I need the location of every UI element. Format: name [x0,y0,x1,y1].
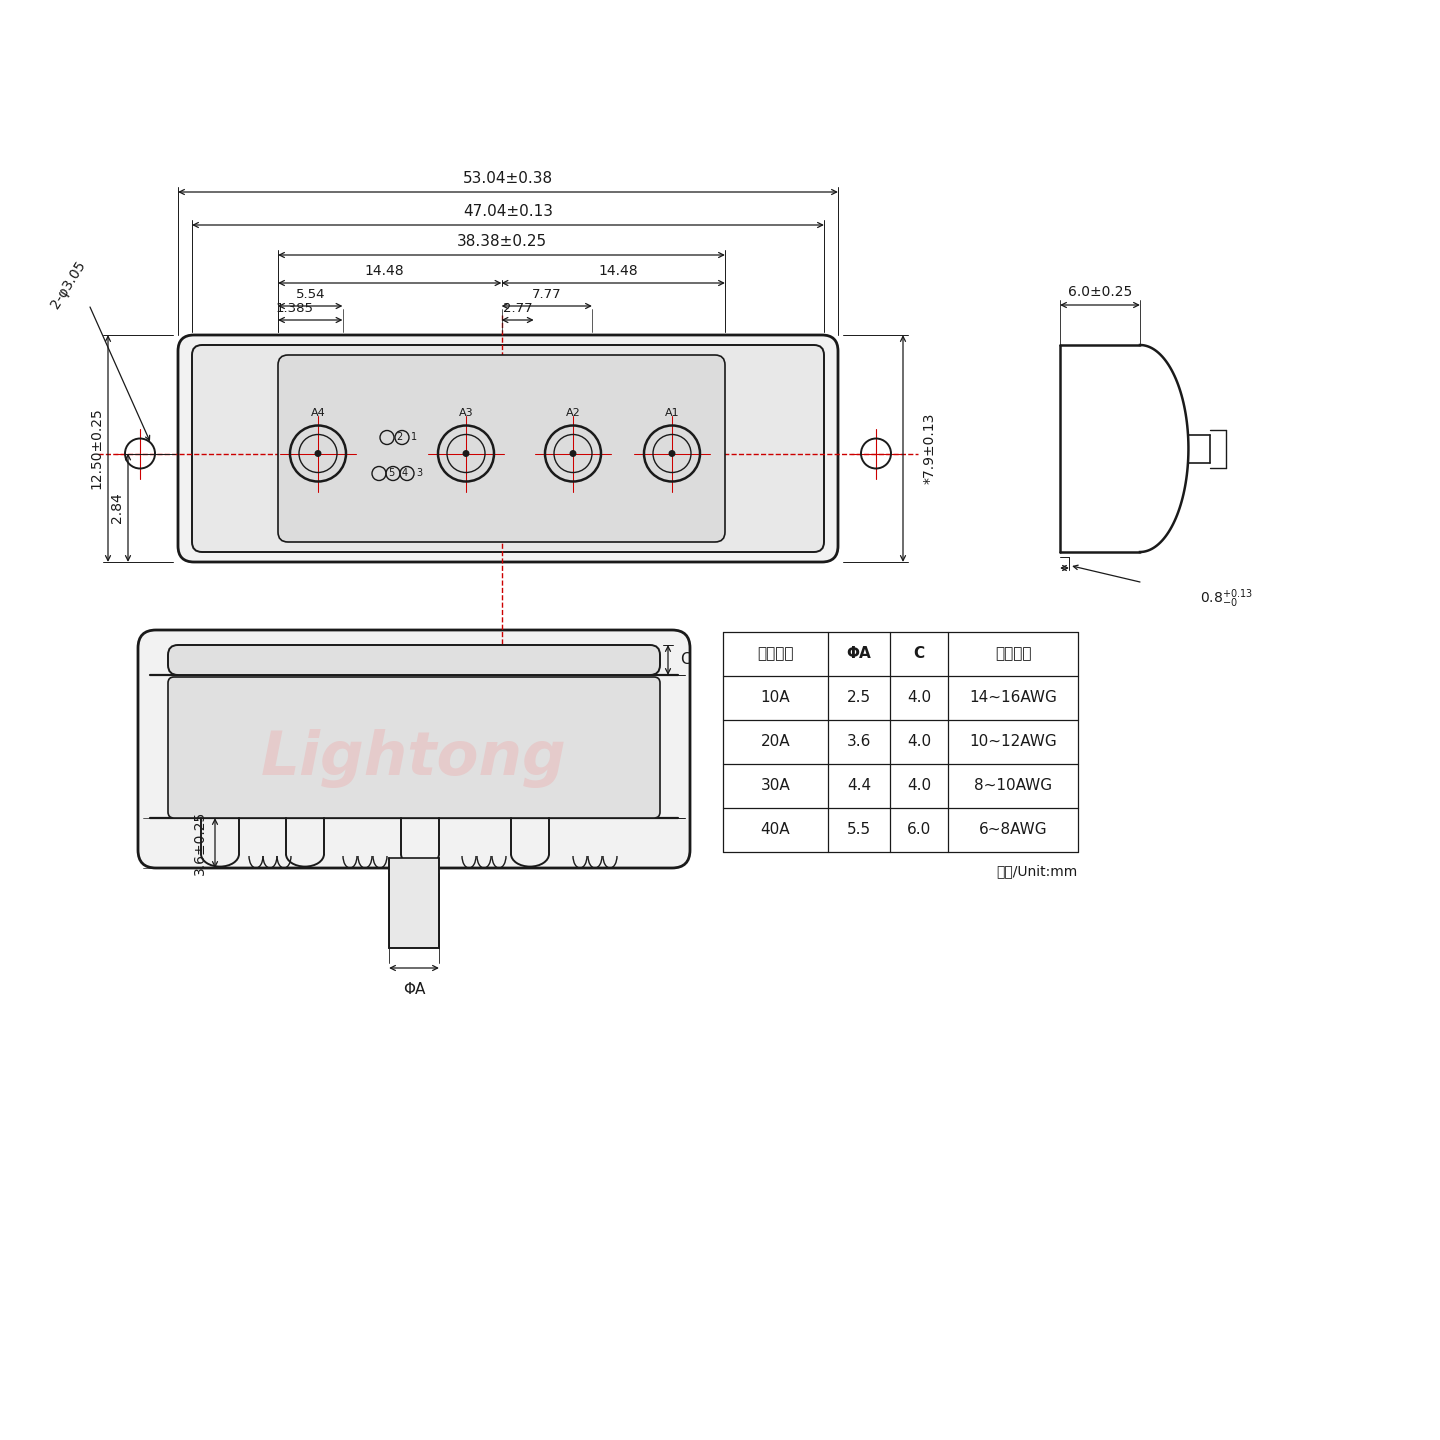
Text: 2-φ3.05: 2-φ3.05 [48,259,88,311]
Text: 2.84: 2.84 [109,492,124,523]
Text: A4: A4 [311,409,325,419]
Text: 14.48: 14.48 [599,264,638,278]
FancyBboxPatch shape [179,336,838,562]
Text: 5: 5 [387,468,395,478]
Text: C: C [913,647,924,661]
Text: 14~16AWG: 14~16AWG [969,691,1057,706]
Text: 3.6: 3.6 [847,734,871,749]
Text: 额定电流: 额定电流 [757,647,793,661]
Text: 14.48: 14.48 [364,264,405,278]
Text: 47.04±0.13: 47.04±0.13 [464,204,553,219]
Text: 8~10AWG: 8~10AWG [973,779,1053,793]
Text: 6.0±0.25: 6.0±0.25 [1068,285,1132,300]
Text: 38.38±0.25: 38.38±0.25 [456,233,547,249]
Text: 5.5: 5.5 [847,822,871,838]
Text: 单位/Unit:mm: 单位/Unit:mm [996,864,1079,878]
Text: 2.5: 2.5 [847,691,871,706]
Bar [389,858,439,948]
Text: 3: 3 [416,468,422,478]
Text: 6~8AWG: 6~8AWG [979,822,1047,838]
Text: 10A: 10A [760,691,791,706]
Text: 1.385: 1.385 [275,302,312,315]
Text: 6.0: 6.0 [907,822,932,838]
Text: 4: 4 [402,468,408,478]
Text: 40A: 40A [760,822,791,838]
FancyBboxPatch shape [138,631,690,868]
Circle shape [315,451,321,456]
Text: 3.6±0.25: 3.6±0.25 [193,811,207,876]
Text: A2: A2 [566,409,580,419]
Text: 5.54: 5.54 [295,288,325,301]
FancyBboxPatch shape [278,356,724,541]
Text: 2.77: 2.77 [503,302,533,315]
Circle shape [670,451,674,456]
Text: 53.04±0.38: 53.04±0.38 [462,171,553,186]
Text: 2: 2 [396,432,402,442]
Text: 4.0: 4.0 [907,779,932,793]
Text: A3: A3 [459,409,474,419]
Text: ΦA: ΦA [403,982,425,996]
Text: 4.4: 4.4 [847,779,871,793]
Text: 12.50±0.25: 12.50±0.25 [89,408,104,490]
Text: 4.0: 4.0 [907,734,932,749]
FancyBboxPatch shape [192,346,824,552]
Text: $0.8^{+0.13}_{-0}$: $0.8^{+0.13}_{-0}$ [1200,588,1253,609]
Text: ΦA: ΦA [847,647,871,661]
Text: 10~12AWG: 10~12AWG [969,734,1057,749]
FancyBboxPatch shape [168,677,660,818]
Text: 20A: 20A [760,734,791,749]
Circle shape [570,451,576,456]
Text: 线材规格: 线材规格 [995,647,1031,661]
FancyBboxPatch shape [168,645,660,675]
Circle shape [464,451,468,456]
Text: A1: A1 [665,409,680,419]
Text: Lightong: Lightong [261,730,567,789]
Text: 7.77: 7.77 [531,288,562,301]
Text: C: C [680,652,691,668]
Text: 30A: 30A [760,779,791,793]
Text: *7.9±0.13: *7.9±0.13 [923,413,937,484]
Text: 1: 1 [410,432,418,442]
Text: 4.0: 4.0 [907,691,932,706]
